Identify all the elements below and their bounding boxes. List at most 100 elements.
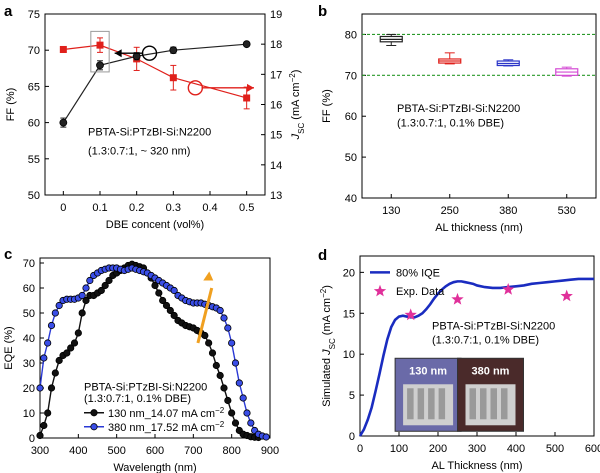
panel-c-point [201,331,209,340]
panel-a-ff-marker-circle [187,80,204,96]
panel-c-point [231,359,240,367]
panel-d-inset-380-pixel [490,388,497,420]
panel-c-x-tick-label: 700 [184,445,202,457]
panel-c-point [44,339,52,347]
panel-a-right-tick-label: 14 [270,160,282,172]
panel-letter-a: a [4,3,13,20]
panel-a-point-square [243,94,251,102]
panel-c-y-tick-label: 40 [23,333,35,345]
panel-b-x-tick-label: 380 [499,205,517,217]
panel-a-point-square [59,45,67,53]
panel-d-annotation-line1: PBTA-Si:PTzBI-Si:N2200 [432,321,555,333]
panel-c-legend-marker [90,409,98,417]
axis-label-part: SC [328,338,337,349]
panel-d-exp-point [560,289,573,302]
panel-b-x-axis-label: AL thickness (nm) [435,222,523,234]
panel-c-point [55,356,63,365]
panel-b-y-tick-label: 40 [345,193,357,205]
panel-c-point [101,281,109,290]
panel-a-left-tick-label: 50 [28,190,40,202]
panel-d-x-tick-label: 500 [546,443,564,455]
panel-c-point [247,419,255,427]
panel-a-plot-frame [44,13,266,196]
panel-d-x-tick-label: 600 [585,443,600,455]
panel-a-jsc-arrowhead [114,49,122,58]
axis-label-part: −2 [319,288,328,298]
panel-c-point [36,431,44,440]
panel-c-y-tick-label: 70 [23,258,35,270]
panel-d-inset-130-pixel [417,388,425,420]
panel-a-point-square [96,41,104,49]
panel-c-y-tick-label: 30 [23,358,35,370]
panel-c-point [220,314,228,322]
panel-a-ff-arrowhead [247,83,254,92]
panel-c-point [155,289,163,297]
panel-c-point [162,301,171,310]
panel-d-inset-380-pixel [480,388,487,420]
panel-a-right-tick-label: 19 [270,9,282,21]
panel-c-point [166,306,174,315]
panel-a-left-tick-label: 65 [28,81,40,93]
panel-a-x-tick-label: 0.5 [239,202,254,214]
panel-a-right-tick-label: 16 [270,100,282,112]
panel-c-point [105,276,113,285]
panel-c-point [82,284,90,292]
panel-b-x-tick-label: 530 [558,205,576,217]
panel-a-left-tick-label: 70 [28,45,40,57]
axis-label-part: ) [290,70,302,74]
panel-c-point [159,296,167,305]
panel-c-point [231,419,240,427]
axis-label-part: (mA cm [290,82,302,122]
panel-d-x-tick-label: 300 [468,443,486,455]
panel-b-y-tick-label: 80 [345,29,357,41]
panel-d-x-tick-label: 400 [507,443,525,455]
panel-c-y-tick-label: 20 [23,383,35,395]
panel-d-x-tick-label: 100 [390,443,408,455]
panel-d-inset-130-pixel [438,388,446,420]
axis-label-part: ) [321,285,333,289]
panel-c-legend-label: 130 nm_14.07 mA cm−2 [108,405,225,420]
panel-c-point [86,276,94,285]
panel-a-point-circle [59,118,68,127]
panel-d-y-tick-label: 15 [343,308,355,320]
panel-d-y-tick-label: 20 [343,267,355,279]
panel-c-point [78,291,86,300]
panel-c-y-axis-label: EQE (%) [3,326,15,369]
panel-c-point [228,339,236,347]
panel-a-right-tick-label: 15 [270,130,282,142]
panel-a-annotation-line1: PBTA-Si:PTzBI-Si:N2200 [88,127,211,139]
panel-a-left-tick-label: 55 [28,154,40,166]
panel-d-x-axis-label: AL Thickness (nm) [431,460,522,472]
panel-c-x-axis-label: Wavelength (nm) [113,462,196,473]
panel-c-point [224,324,232,332]
legend-text: 380 nm_17.52 mA cm [108,422,215,434]
panel-d-iqe-curve [358,277,594,437]
panel-c-trend-arrowhead [203,271,214,281]
panel-b-y-tick-label: 60 [345,111,357,123]
panel-letter-c: c [4,246,12,263]
panel-d-inset-130-pixel [407,388,414,420]
panel-d-y-axis-label: Simulated JSC (mA cm−2) [319,285,337,407]
panel-a-x-tick-label: 0.3 [166,202,181,214]
panel-a-x-tick-label: 0 [60,202,66,214]
panel-c-y-tick-label: 10 [23,408,35,420]
panel-c-point [170,286,178,295]
panel-a-left-tick-label: 60 [28,118,40,130]
panel-d-inset-130-pixel [428,388,435,420]
axis-label-part: J [321,349,333,356]
panel-d-inset-380-label: 380 nm [472,365,510,377]
panel-d-inset-380-pixel [469,388,476,420]
panel-d-legend-exp: Exp. Data [396,286,445,298]
panel-b-x-tick-label: 130 [382,205,400,217]
panel-c-point [55,301,63,310]
panel-a-left-tick-label: 75 [28,9,40,21]
panel-c-x-tick-label: 500 [107,445,125,457]
panel-c-point [212,361,220,370]
panel-c-point [51,309,59,317]
panel-d-exp-point [502,283,515,295]
panel-c-point [47,384,56,392]
panel-a-right-tick-label: 18 [270,39,282,51]
panel-a-right-tick-label: 13 [270,190,282,202]
panel-d-y-tick-label: 0 [349,431,355,443]
